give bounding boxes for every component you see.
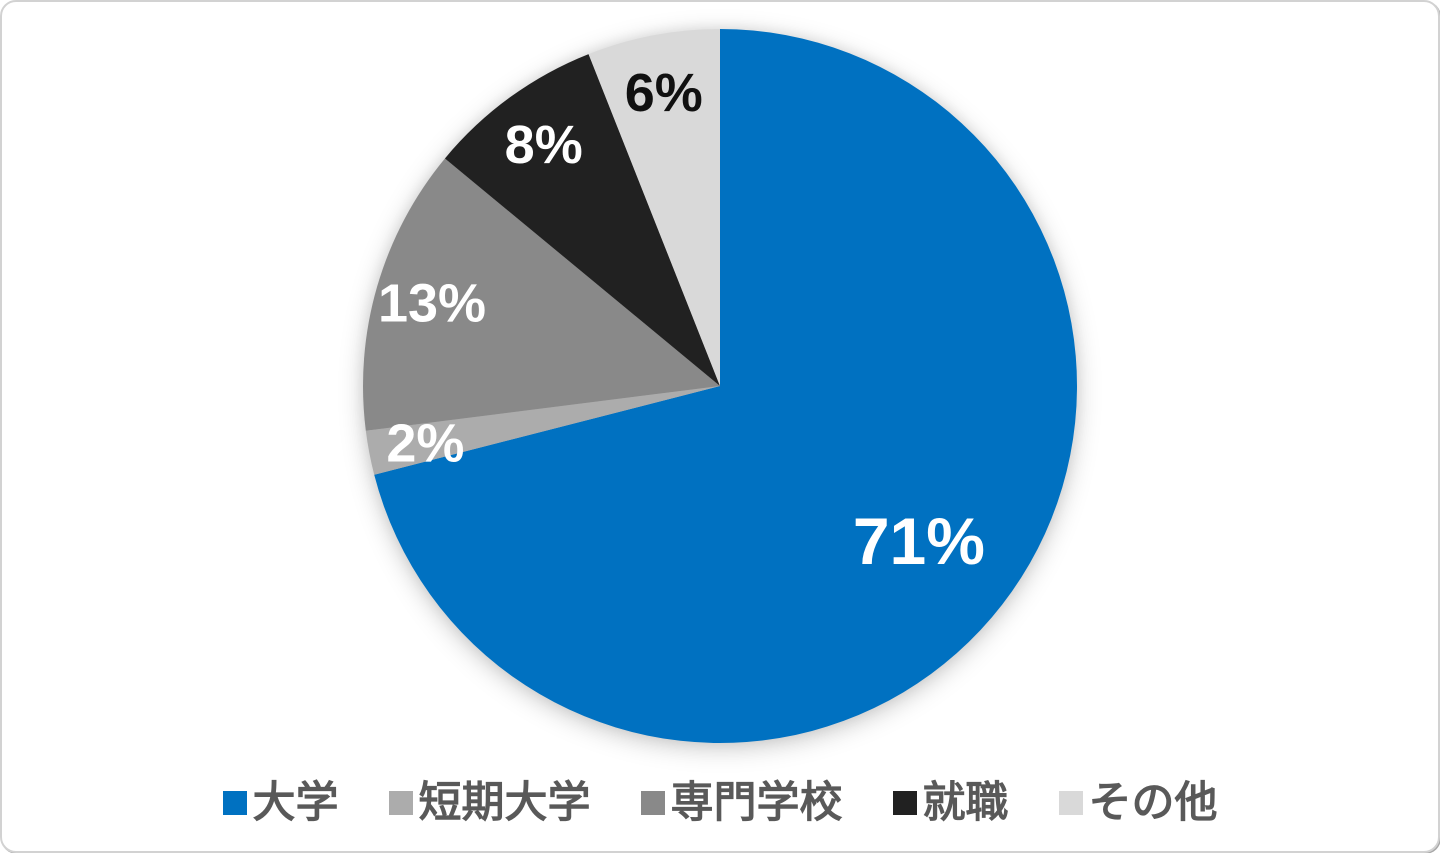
legend-label: 短期大学 [418,778,591,827]
legend-item: その他 [1058,778,1218,827]
pie-slice-5 [588,29,720,386]
data-label: 8% [505,115,583,175]
legend-swatch [388,791,413,815]
data-label: 13% [378,274,486,334]
legend-label: 専門学校 [670,778,843,827]
legend-label: 就職 [922,778,1009,827]
legend-item: 就職 [892,778,1009,827]
legend-label: 大学 [252,778,339,827]
legend-swatch [222,791,247,815]
chart-legend: 大学 短期大学 専門学校 就職 その他 [2,772,1438,834]
pie-slice-4 [444,54,720,386]
legend-swatch [640,791,665,815]
pie-slice-3 [363,158,720,431]
legend-item: 短期大学 [388,778,591,827]
legend-item: 専門学校 [640,778,843,827]
legend-label: その他 [1088,778,1218,827]
pie-slice-1 [374,29,1078,744]
legend-item: 大学 [222,778,339,827]
pie-slices [363,29,1078,744]
legend-swatch [1058,791,1083,815]
data-label: 71% [853,504,985,578]
pie-labels: 71% 2% 13% 8% 6% [378,63,985,578]
data-label: 2% [386,414,464,474]
pie-slice-2 [365,386,720,475]
legend-swatch [892,791,917,815]
data-label: 6% [625,63,703,123]
